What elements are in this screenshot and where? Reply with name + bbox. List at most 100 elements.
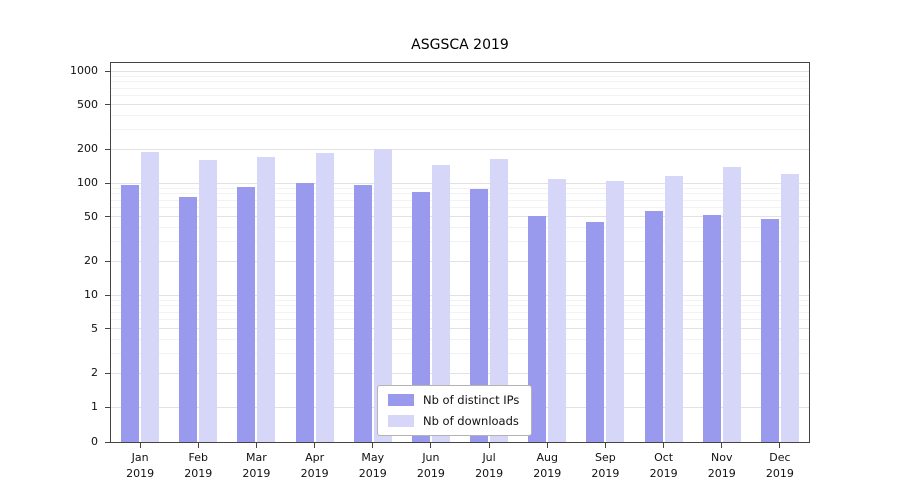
gridline <box>111 81 809 83</box>
bar-distinct-ips <box>353 185 372 442</box>
y-tick-mark <box>105 441 110 443</box>
y-tick-mark <box>105 216 110 218</box>
y-tick-mark <box>105 294 110 296</box>
bar-distinct-ips <box>121 185 140 442</box>
gridline <box>111 227 809 229</box>
gridline <box>111 299 809 301</box>
x-tick-label: Dec 2019 <box>765 451 794 480</box>
bar-distinct-ips <box>179 196 198 442</box>
bar-distinct-ips <box>470 188 489 442</box>
x-tick-mark <box>139 443 141 448</box>
x-tick-label: May 2019 <box>358 451 387 480</box>
x-tick-mark <box>779 443 781 448</box>
bar-distinct-ips <box>411 192 430 442</box>
gridline <box>111 148 809 150</box>
bar-downloads <box>199 160 218 442</box>
bar-distinct-ips <box>586 221 605 442</box>
legend-item-distinct-ips: Nb of distinct IPs <box>388 393 519 407</box>
legend-item-downloads: Nb of downloads <box>388 414 519 428</box>
x-tick-mark <box>546 443 548 448</box>
y-tick-mark <box>105 182 110 184</box>
gridline <box>111 372 809 374</box>
gridline <box>111 187 809 189</box>
gridline <box>111 115 809 117</box>
plot-area: Nb of distinct IPs Nb of downloads <box>110 62 810 443</box>
gridline <box>111 311 809 313</box>
y-tick-mark <box>105 372 110 374</box>
y-tick-label: 1000 <box>70 64 98 77</box>
x-tick-mark <box>721 443 723 448</box>
x-tick-label: Feb 2019 <box>184 451 213 480</box>
gridline <box>111 328 809 330</box>
y-tick-mark <box>105 70 110 72</box>
bar-distinct-ips <box>644 211 663 442</box>
x-tick-mark <box>255 443 257 448</box>
x-tick-label: Jul 2019 <box>475 451 504 480</box>
x-tick-label: Apr 2019 <box>300 451 329 480</box>
x-tick-label: Aug 2019 <box>533 451 562 480</box>
x-tick-mark <box>430 443 432 448</box>
y-tick-label: 10 <box>84 288 98 301</box>
x-tick-mark <box>197 443 199 448</box>
gridline <box>111 241 809 243</box>
bar-distinct-ips <box>760 218 779 442</box>
gridline <box>111 207 809 209</box>
gridline <box>111 305 809 307</box>
gridline <box>111 193 809 195</box>
bar-downloads <box>257 157 276 442</box>
x-tick-mark <box>663 443 665 448</box>
bar-downloads <box>606 180 625 442</box>
gridline <box>111 199 809 201</box>
bar-downloads <box>780 174 799 442</box>
gridline <box>111 260 809 262</box>
gridline <box>111 104 809 106</box>
bar-downloads <box>373 149 392 442</box>
bar-downloads <box>490 158 509 442</box>
bar-downloads <box>431 164 450 442</box>
bar-distinct-ips <box>237 187 256 442</box>
y-tick-mark <box>105 260 110 262</box>
x-tick-mark <box>372 443 374 448</box>
x-tick-label: Jan 2019 <box>126 451 155 480</box>
gridline <box>111 70 809 72</box>
y-tick-label: 2 <box>91 366 98 380</box>
gridline <box>111 294 809 296</box>
legend-label-distinct-ips: Nb of distinct IPs <box>423 393 520 407</box>
y-tick-label: 100 <box>77 176 98 189</box>
y-tick-label: 20 <box>84 254 98 268</box>
y-tick-label: 1 <box>91 400 98 413</box>
gridline <box>111 216 809 218</box>
x-tick-label: Nov 2019 <box>707 451 736 480</box>
gridline <box>111 75 809 77</box>
y-tick-mark <box>105 104 110 106</box>
gridline <box>111 95 809 97</box>
x-tick-label: Mar 2019 <box>242 451 271 480</box>
legend-label-downloads: Nb of downloads <box>423 414 519 428</box>
bar-downloads <box>548 179 567 442</box>
bar-downloads <box>722 166 741 442</box>
legend: Nb of distinct IPs Nb of downloads <box>377 385 533 436</box>
x-tick-label: Jun 2019 <box>416 451 445 480</box>
bar-distinct-ips <box>295 183 314 442</box>
chart-title: ASGSCA 2019 <box>411 37 509 53</box>
bar-distinct-ips <box>528 215 547 442</box>
x-tick-label: Oct 2019 <box>649 451 678 480</box>
y-tick-label: 500 <box>77 97 98 111</box>
x-tick-label: Sep 2019 <box>591 451 620 480</box>
y-tick-label: 5 <box>91 321 98 335</box>
y-tick-mark <box>105 328 110 330</box>
gridline <box>111 129 809 131</box>
bar-downloads <box>141 151 160 442</box>
y-tick-mark <box>105 406 110 408</box>
gridline <box>111 339 809 341</box>
bar-distinct-ips <box>702 214 721 442</box>
bar-downloads <box>315 153 334 442</box>
x-tick-mark <box>314 443 316 448</box>
gridline <box>111 87 809 89</box>
legend-swatch-downloads <box>388 415 414 427</box>
x-tick-mark <box>488 443 490 448</box>
y-tick-label: 0 <box>91 435 98 448</box>
y-tick-label: 200 <box>77 142 98 156</box>
gridline <box>111 319 809 321</box>
legend-swatch-distinct-ips <box>388 394 414 406</box>
